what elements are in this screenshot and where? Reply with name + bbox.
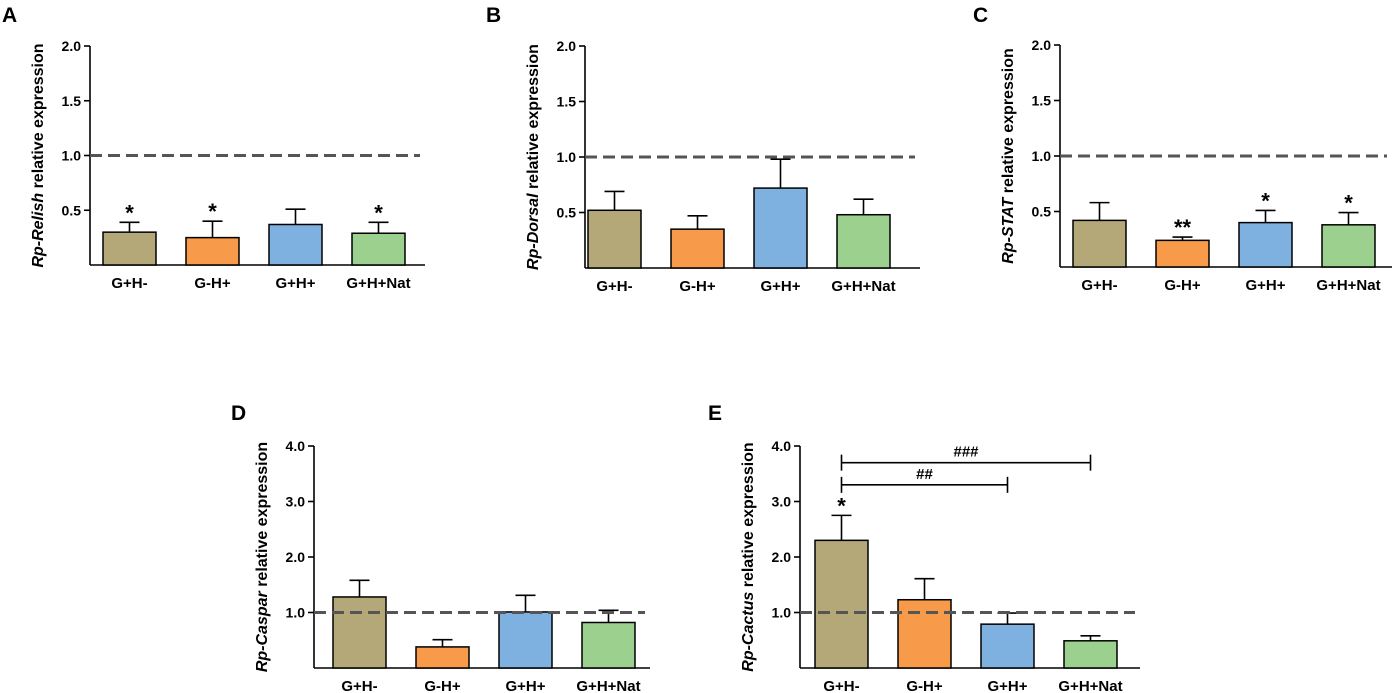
panel-c: C Rp-STAT relative expression 0.5 1.0 1.5 2.0…: [973, 4, 1392, 294]
bar-gphm: [102, 231, 157, 266]
y-tick-label: 3.0: [286, 494, 306, 510]
bar-gphp: [498, 611, 553, 669]
y-tick-label: 0.5: [62, 202, 82, 218]
bar-gmhp: [670, 228, 725, 269]
x-tick-label: G+H-: [341, 678, 377, 693]
significance-marker: *: [837, 493, 846, 518]
y-axis-label-text: relative expression: [254, 442, 271, 591]
comparison-label: ###: [953, 444, 979, 461]
bar-gmhp: [185, 236, 240, 266]
x-tick-label: G+H-: [111, 275, 147, 292]
x-tick-label: G+H+: [987, 678, 1027, 693]
x-tick-label: G-H+: [1164, 277, 1200, 294]
x-tick-label: G+H-: [596, 278, 632, 295]
y-tick-label: 0.5: [557, 205, 577, 221]
bar-gphm: [1072, 219, 1127, 268]
bar-gphm: [587, 209, 642, 269]
y-tick-label: 1.0: [286, 605, 306, 621]
y-tick-label: 4.0: [286, 438, 306, 454]
y-axis-label-gene: Rp-Cactus: [740, 592, 757, 672]
x-tick-label: G+H+Nat: [1058, 678, 1122, 693]
bar-gmhp: [1155, 239, 1210, 268]
bar-gphp: [268, 223, 323, 266]
x-tick-label: G+H+: [505, 678, 545, 693]
y-tick-label: 2.0: [286, 549, 306, 565]
significance-marker: *: [374, 200, 383, 225]
x-tick-label: G-H+: [424, 678, 460, 693]
panel-label: E: [708, 402, 722, 425]
y-axis-label-gene: Rp-Caspar: [254, 590, 271, 672]
bar-gphpnat: [836, 213, 891, 269]
bar-gphm: [332, 596, 387, 669]
significance-marker: *: [1344, 191, 1353, 216]
y-tick-label: 1.5: [62, 93, 82, 109]
x-tick-label: G+H+: [1245, 277, 1285, 294]
y-tick-label: 2.0: [1032, 37, 1052, 53]
y-axis-label-text: relative expression: [30, 43, 47, 192]
y-axis-label-gene: Rp-STAT: [1000, 196, 1017, 263]
significance-marker: **: [1174, 215, 1192, 240]
y-axis-label: Rp-Caspar relative expression: [254, 442, 271, 672]
bar-gphp: [980, 623, 1035, 669]
panel-a: A Rp-Relish relative expression 0.5 1.0 1.5 2…: [2, 4, 425, 292]
y-axis-label-text: relative expression: [1000, 48, 1017, 197]
bar-gphpnat: [1321, 224, 1376, 268]
y-axis-label-gene: Rp-Dorsal: [525, 193, 542, 270]
y-axis-label-text: relative expression: [525, 44, 542, 193]
y-axis-label: Rp-Relish relative expression: [30, 43, 47, 267]
y-axis-label: Rp-STAT relative expression: [1000, 48, 1017, 263]
panel-label: A: [2, 4, 17, 27]
bar-gphp: [1238, 221, 1293, 268]
y-tick-label: 2.0: [772, 549, 792, 565]
y-tick-label: 1.0: [1032, 148, 1052, 164]
bar-gmhp: [897, 598, 952, 669]
panel-label: D: [231, 402, 246, 425]
y-tick-label: 3.0: [772, 494, 792, 510]
y-tick-label: 0.5: [1032, 204, 1052, 220]
bar-gphpnat: [351, 232, 406, 266]
x-tick-label: G+H+Nat: [1316, 277, 1380, 294]
x-tick-label: G-H+: [194, 275, 230, 292]
bar-gphpnat: [1063, 640, 1118, 669]
y-axis-label-gene: Rp-Relish: [30, 193, 47, 268]
x-tick-label: G+H-: [1081, 277, 1117, 294]
y-tick-label: 1.5: [1032, 93, 1052, 109]
significance-marker: *: [208, 199, 217, 224]
significance-marker: *: [1261, 188, 1270, 213]
bar-gmhp: [415, 646, 470, 669]
x-tick-label: G-H+: [906, 678, 942, 693]
x-tick-label: G+H+Nat: [346, 275, 410, 292]
y-tick-label: 4.0: [772, 438, 792, 454]
x-tick-label: G+H+: [275, 275, 315, 292]
panel-label: B: [486, 4, 501, 27]
y-tick-label: 1.5: [557, 94, 577, 110]
bar-gphm: [814, 539, 869, 669]
panel-d: D Rp-Caspar relative expression 1.0 2.0 3.0 4…: [231, 402, 650, 693]
y-tick-label: 2.0: [557, 38, 577, 54]
panel-b: B Rp-Dorsal relative expression 0.5 1.0 1.5 2…: [486, 4, 920, 295]
bar-gphpnat: [581, 621, 636, 669]
y-tick-label: 2.0: [62, 38, 82, 54]
panel-e: E Rp-Cactus relative expression 1.0 2.0 3.0 4…: [708, 402, 1140, 693]
x-tick-label: G-H+: [679, 278, 715, 295]
bar-gphp: [753, 187, 808, 269]
y-axis-label-text: relative expression: [740, 442, 757, 591]
x-tick-label: G+H-: [823, 678, 859, 693]
y-axis-label: Rp-Dorsal relative expression: [525, 44, 542, 270]
y-axis-label: Rp-Cactus relative expression: [740, 442, 757, 671]
x-tick-label: G+H+Nat: [831, 278, 895, 295]
y-tick-label: 1.0: [772, 605, 792, 621]
x-tick-label: G+H+Nat: [576, 678, 640, 693]
x-tick-label: G+H+: [760, 278, 800, 295]
comparison-label: ##: [916, 466, 933, 483]
y-tick-label: 1.0: [62, 148, 82, 164]
panel-label: C: [973, 4, 988, 27]
significance-marker: *: [125, 200, 134, 225]
y-tick-label: 1.0: [557, 149, 577, 165]
